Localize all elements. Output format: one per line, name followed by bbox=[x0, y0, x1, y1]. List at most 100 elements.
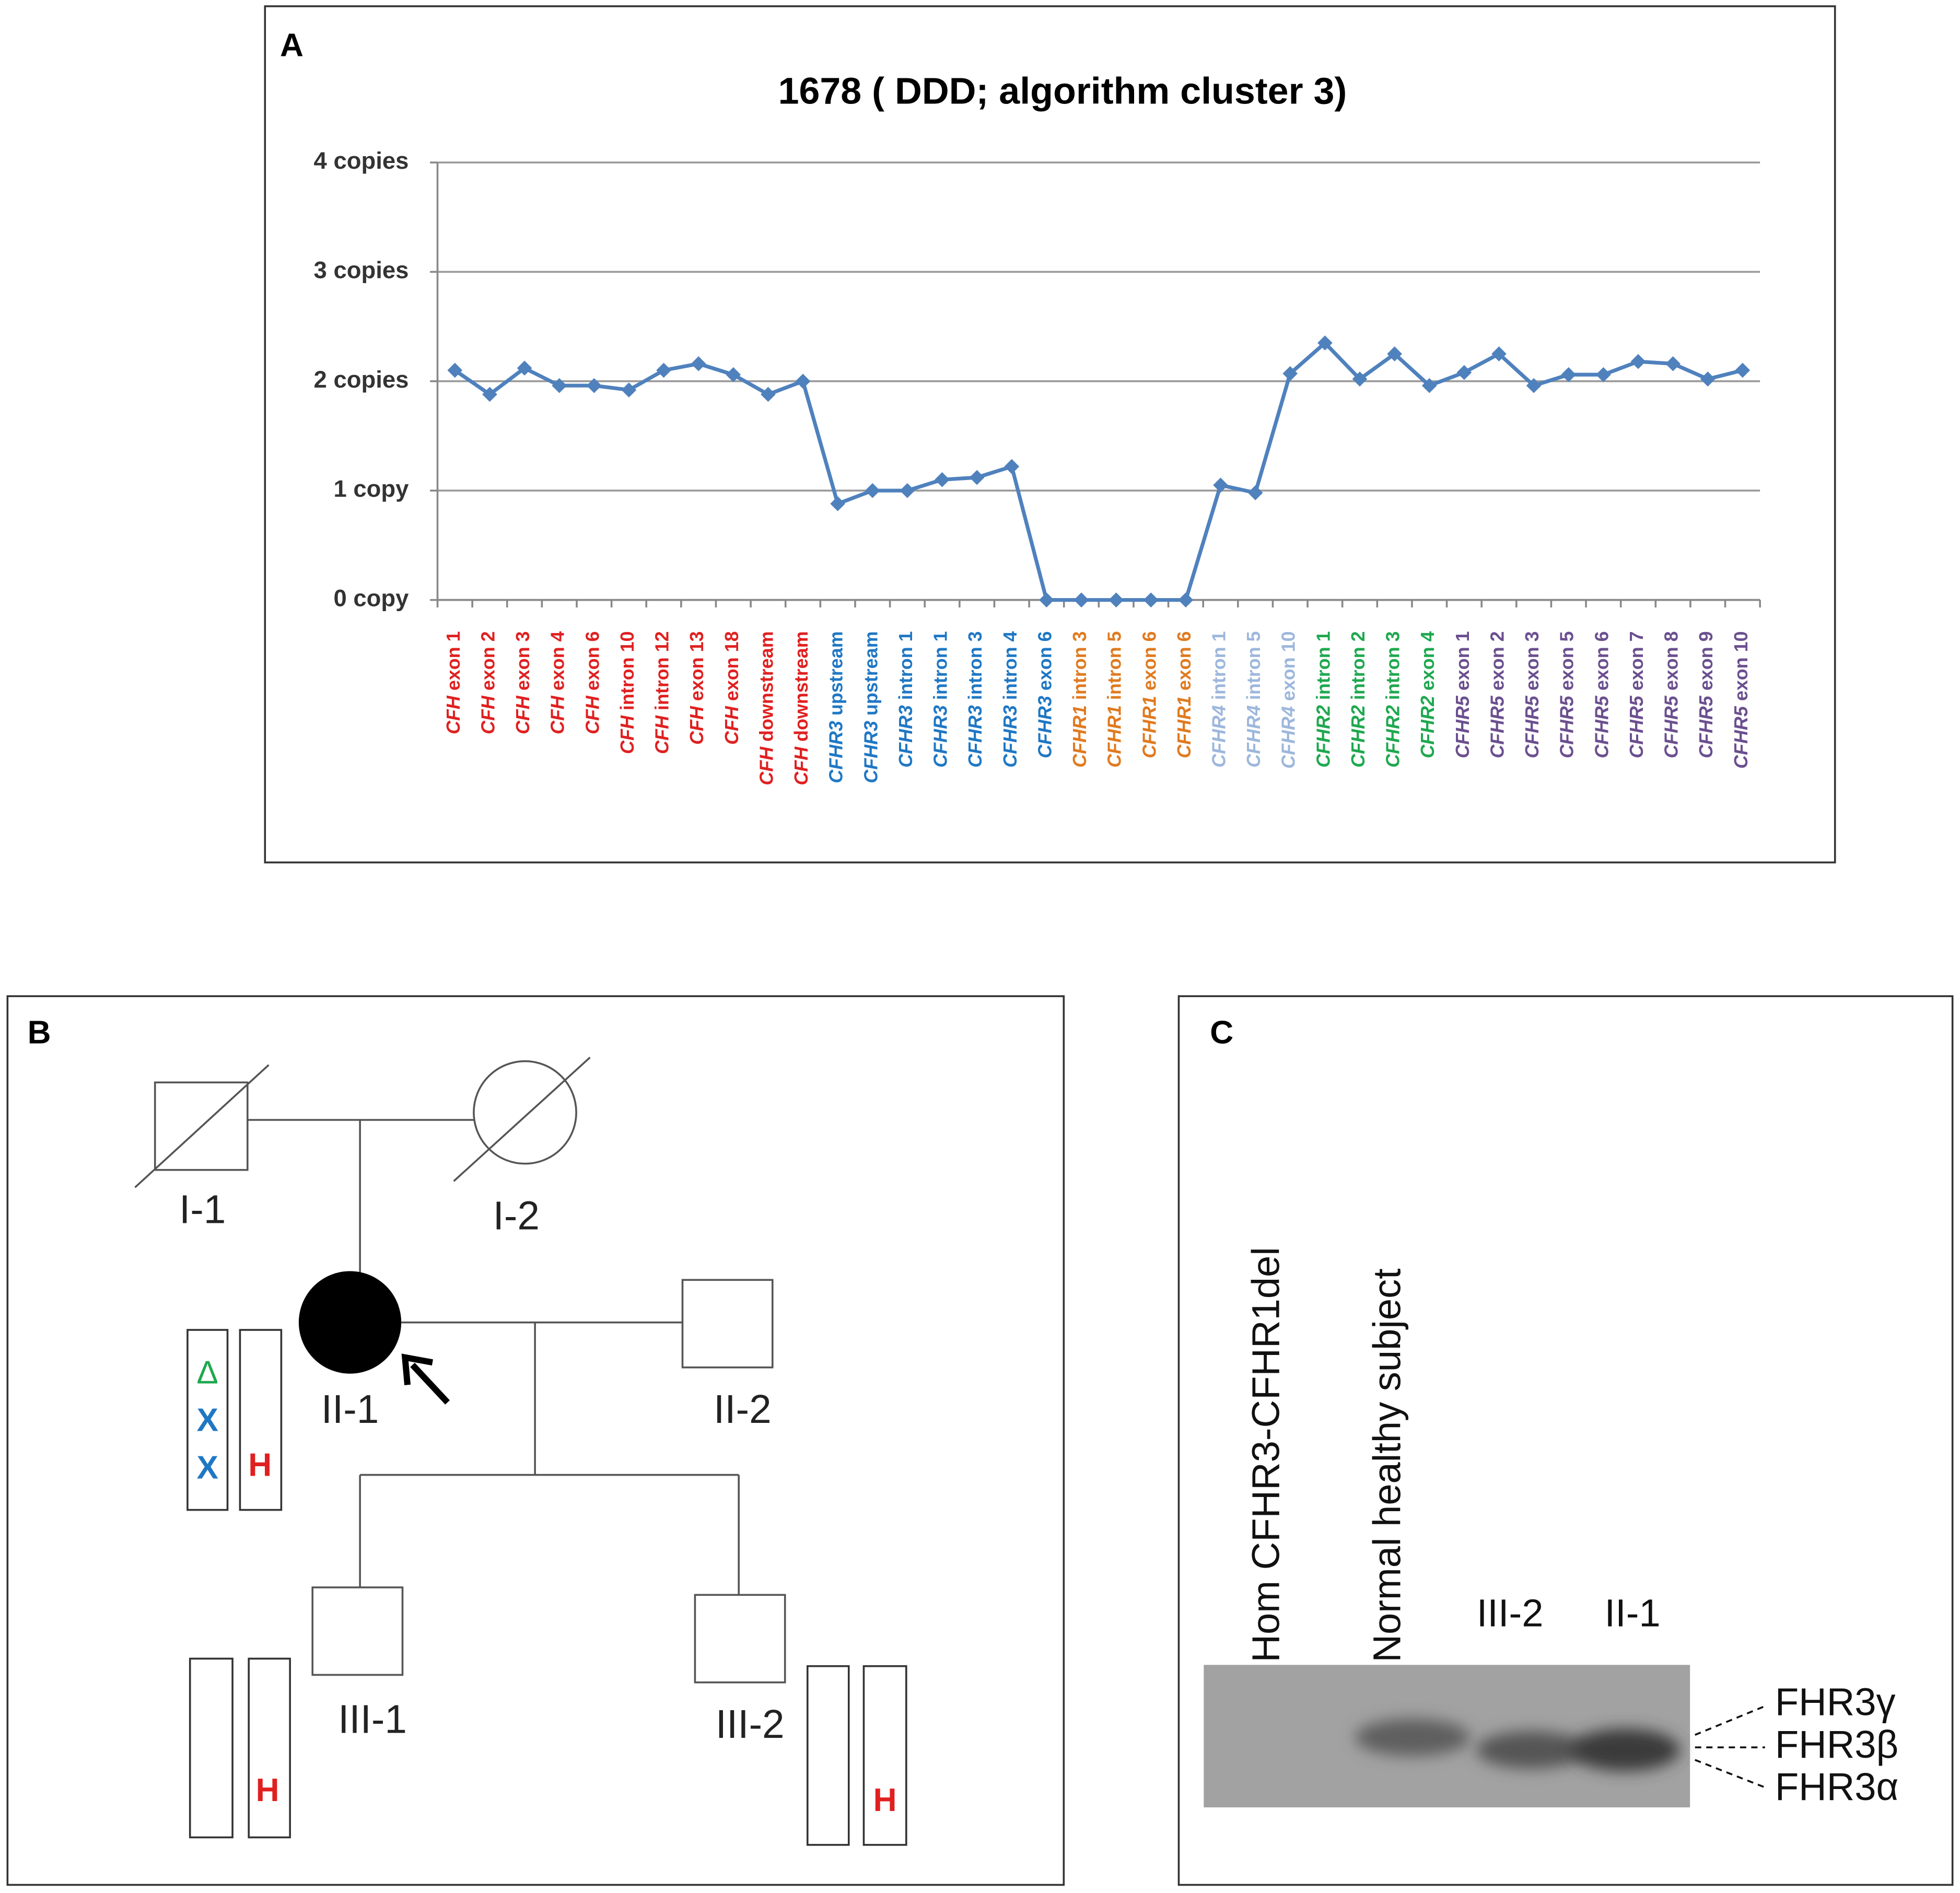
x-tick-label: CFHR5 exon 5 bbox=[1557, 631, 1578, 758]
x-tick-label: CFHR3 exon 6 bbox=[1035, 631, 1056, 758]
point bbox=[552, 378, 567, 393]
band-pointers bbox=[1695, 1705, 1766, 1789]
point bbox=[1213, 477, 1228, 493]
point bbox=[761, 387, 776, 402]
lane-label: Normal healthy subject bbox=[1365, 1268, 1408, 1663]
chromosome bbox=[239, 1329, 283, 1511]
point bbox=[1526, 378, 1542, 393]
chromosome bbox=[186, 1329, 229, 1511]
marker: H bbox=[256, 1772, 279, 1808]
point bbox=[935, 472, 950, 487]
x-tick-label: CFHR3 intron 1 bbox=[895, 631, 916, 767]
chromosome bbox=[189, 1657, 234, 1839]
x-tick-label: CFHR4 intron 5 bbox=[1244, 631, 1265, 767]
point bbox=[1352, 371, 1368, 387]
marker: Δ bbox=[196, 1355, 218, 1391]
panel-label: A bbox=[280, 27, 304, 63]
point bbox=[482, 387, 497, 402]
x-tick-label: CFH exon 13 bbox=[687, 631, 708, 744]
point bbox=[656, 363, 671, 378]
x-tick-label: CFH downstream bbox=[756, 631, 777, 785]
band bbox=[1570, 1728, 1680, 1771]
x-tick-label: CFHR5 exon 9 bbox=[1696, 631, 1717, 758]
point bbox=[517, 360, 532, 376]
panel-label: C bbox=[1210, 1015, 1233, 1051]
x-tick-label: CFHR2 intron 3 bbox=[1383, 631, 1404, 767]
x-tick-label: CFH exon 4 bbox=[547, 631, 568, 734]
x-tick-label: CFHR2 exon 4 bbox=[1418, 631, 1439, 758]
point bbox=[1317, 335, 1333, 350]
individual-label: III-2 bbox=[716, 1702, 785, 1747]
x-tick-label: CFHR5 exon 8 bbox=[1661, 631, 1682, 758]
x-tick-label: CFH exon 2 bbox=[478, 631, 499, 734]
point bbox=[447, 363, 463, 378]
x-tick-label: CFHR2 intron 1 bbox=[1313, 631, 1334, 767]
point bbox=[691, 356, 706, 371]
x-tick-label: CFHR5 exon 3 bbox=[1522, 631, 1543, 758]
point bbox=[1735, 363, 1751, 378]
x-tick-label: CFHR1 intron 5 bbox=[1104, 631, 1125, 767]
pedigree: I-1 I-2 II-1 II-2 III-1 III-2 Δ X X H H … bbox=[134, 1057, 907, 1846]
point bbox=[1109, 592, 1124, 607]
point bbox=[795, 373, 811, 389]
x-tick-label: CFHR3 intron 3 bbox=[965, 631, 986, 767]
chromosome bbox=[862, 1665, 907, 1846]
lane-label: Hom CFHR3-CFHR1del bbox=[1244, 1247, 1287, 1662]
x-tick-label: CFHR3 upstream bbox=[861, 631, 882, 783]
marker: X bbox=[196, 1403, 218, 1439]
y-tick-label: 3 copies bbox=[314, 256, 409, 283]
panel-a bbox=[264, 5, 1836, 863]
point bbox=[969, 470, 985, 485]
point bbox=[586, 378, 602, 393]
point bbox=[1665, 356, 1681, 371]
x-tick-label: CFHR1 exon 6 bbox=[1139, 631, 1160, 758]
x-tick-label: CFHR4 exon 10 bbox=[1278, 631, 1299, 768]
chromosome bbox=[806, 1665, 850, 1846]
point bbox=[1630, 354, 1646, 369]
male bbox=[681, 1279, 774, 1369]
point bbox=[1143, 592, 1159, 607]
x-tick-label: CFHR1 intron 3 bbox=[1069, 631, 1090, 767]
y-tick-label: 4 copies bbox=[314, 147, 409, 174]
panel-label: B bbox=[28, 1015, 51, 1051]
band-label: FHR3β bbox=[1775, 1723, 1898, 1766]
x-tick-label: CFHR3 intron 1 bbox=[930, 631, 951, 767]
marker: H bbox=[873, 1782, 897, 1818]
plot: 0 copy 1 copy 2 copies 3 copies 4 copies CFH … bbox=[314, 147, 1761, 785]
y-tick-label: 0 copy bbox=[333, 585, 409, 612]
individual-label: I-2 bbox=[493, 1194, 540, 1238]
x-tick-label: CFH intron 10 bbox=[617, 631, 638, 754]
female-deceased bbox=[473, 1060, 577, 1165]
point bbox=[1282, 366, 1298, 381]
x-tick-label: CFHR1 exon 6 bbox=[1174, 631, 1195, 758]
y-tick-label: 2 copies bbox=[314, 366, 409, 393]
point bbox=[1561, 367, 1577, 382]
point bbox=[900, 483, 915, 498]
x-tick-label: CFHR2 intron 2 bbox=[1348, 631, 1369, 767]
x-tick-label: CFH intron 12 bbox=[652, 631, 673, 754]
point bbox=[1421, 378, 1437, 393]
band bbox=[1355, 1719, 1470, 1756]
lane-label: II-1 bbox=[1604, 1592, 1660, 1635]
x-tick-label: CFH exon 6 bbox=[582, 631, 603, 734]
x-tick-label: CFHR5 exon 10 bbox=[1731, 631, 1752, 768]
point bbox=[830, 496, 846, 511]
arrow-head bbox=[401, 1353, 433, 1385]
point bbox=[1247, 485, 1263, 500]
point bbox=[1039, 592, 1054, 607]
band-label: FHR3γ bbox=[1775, 1680, 1896, 1723]
arrow bbox=[410, 1362, 450, 1405]
individual-label: I-1 bbox=[179, 1187, 226, 1232]
x-tick-label: CFHR5 exon 2 bbox=[1487, 631, 1508, 758]
point bbox=[726, 367, 741, 382]
lane-label: III-2 bbox=[1477, 1592, 1544, 1635]
x-tick-label: CFH downstream bbox=[791, 631, 812, 785]
point bbox=[865, 483, 880, 498]
marker: X bbox=[196, 1450, 218, 1486]
point bbox=[1595, 367, 1611, 382]
x-tick-label: CFH exon 1 bbox=[443, 631, 464, 734]
individual-label: III-1 bbox=[338, 1698, 407, 1742]
point bbox=[1004, 459, 1020, 474]
x-tick-label: CFHR5 exon 6 bbox=[1592, 631, 1613, 758]
